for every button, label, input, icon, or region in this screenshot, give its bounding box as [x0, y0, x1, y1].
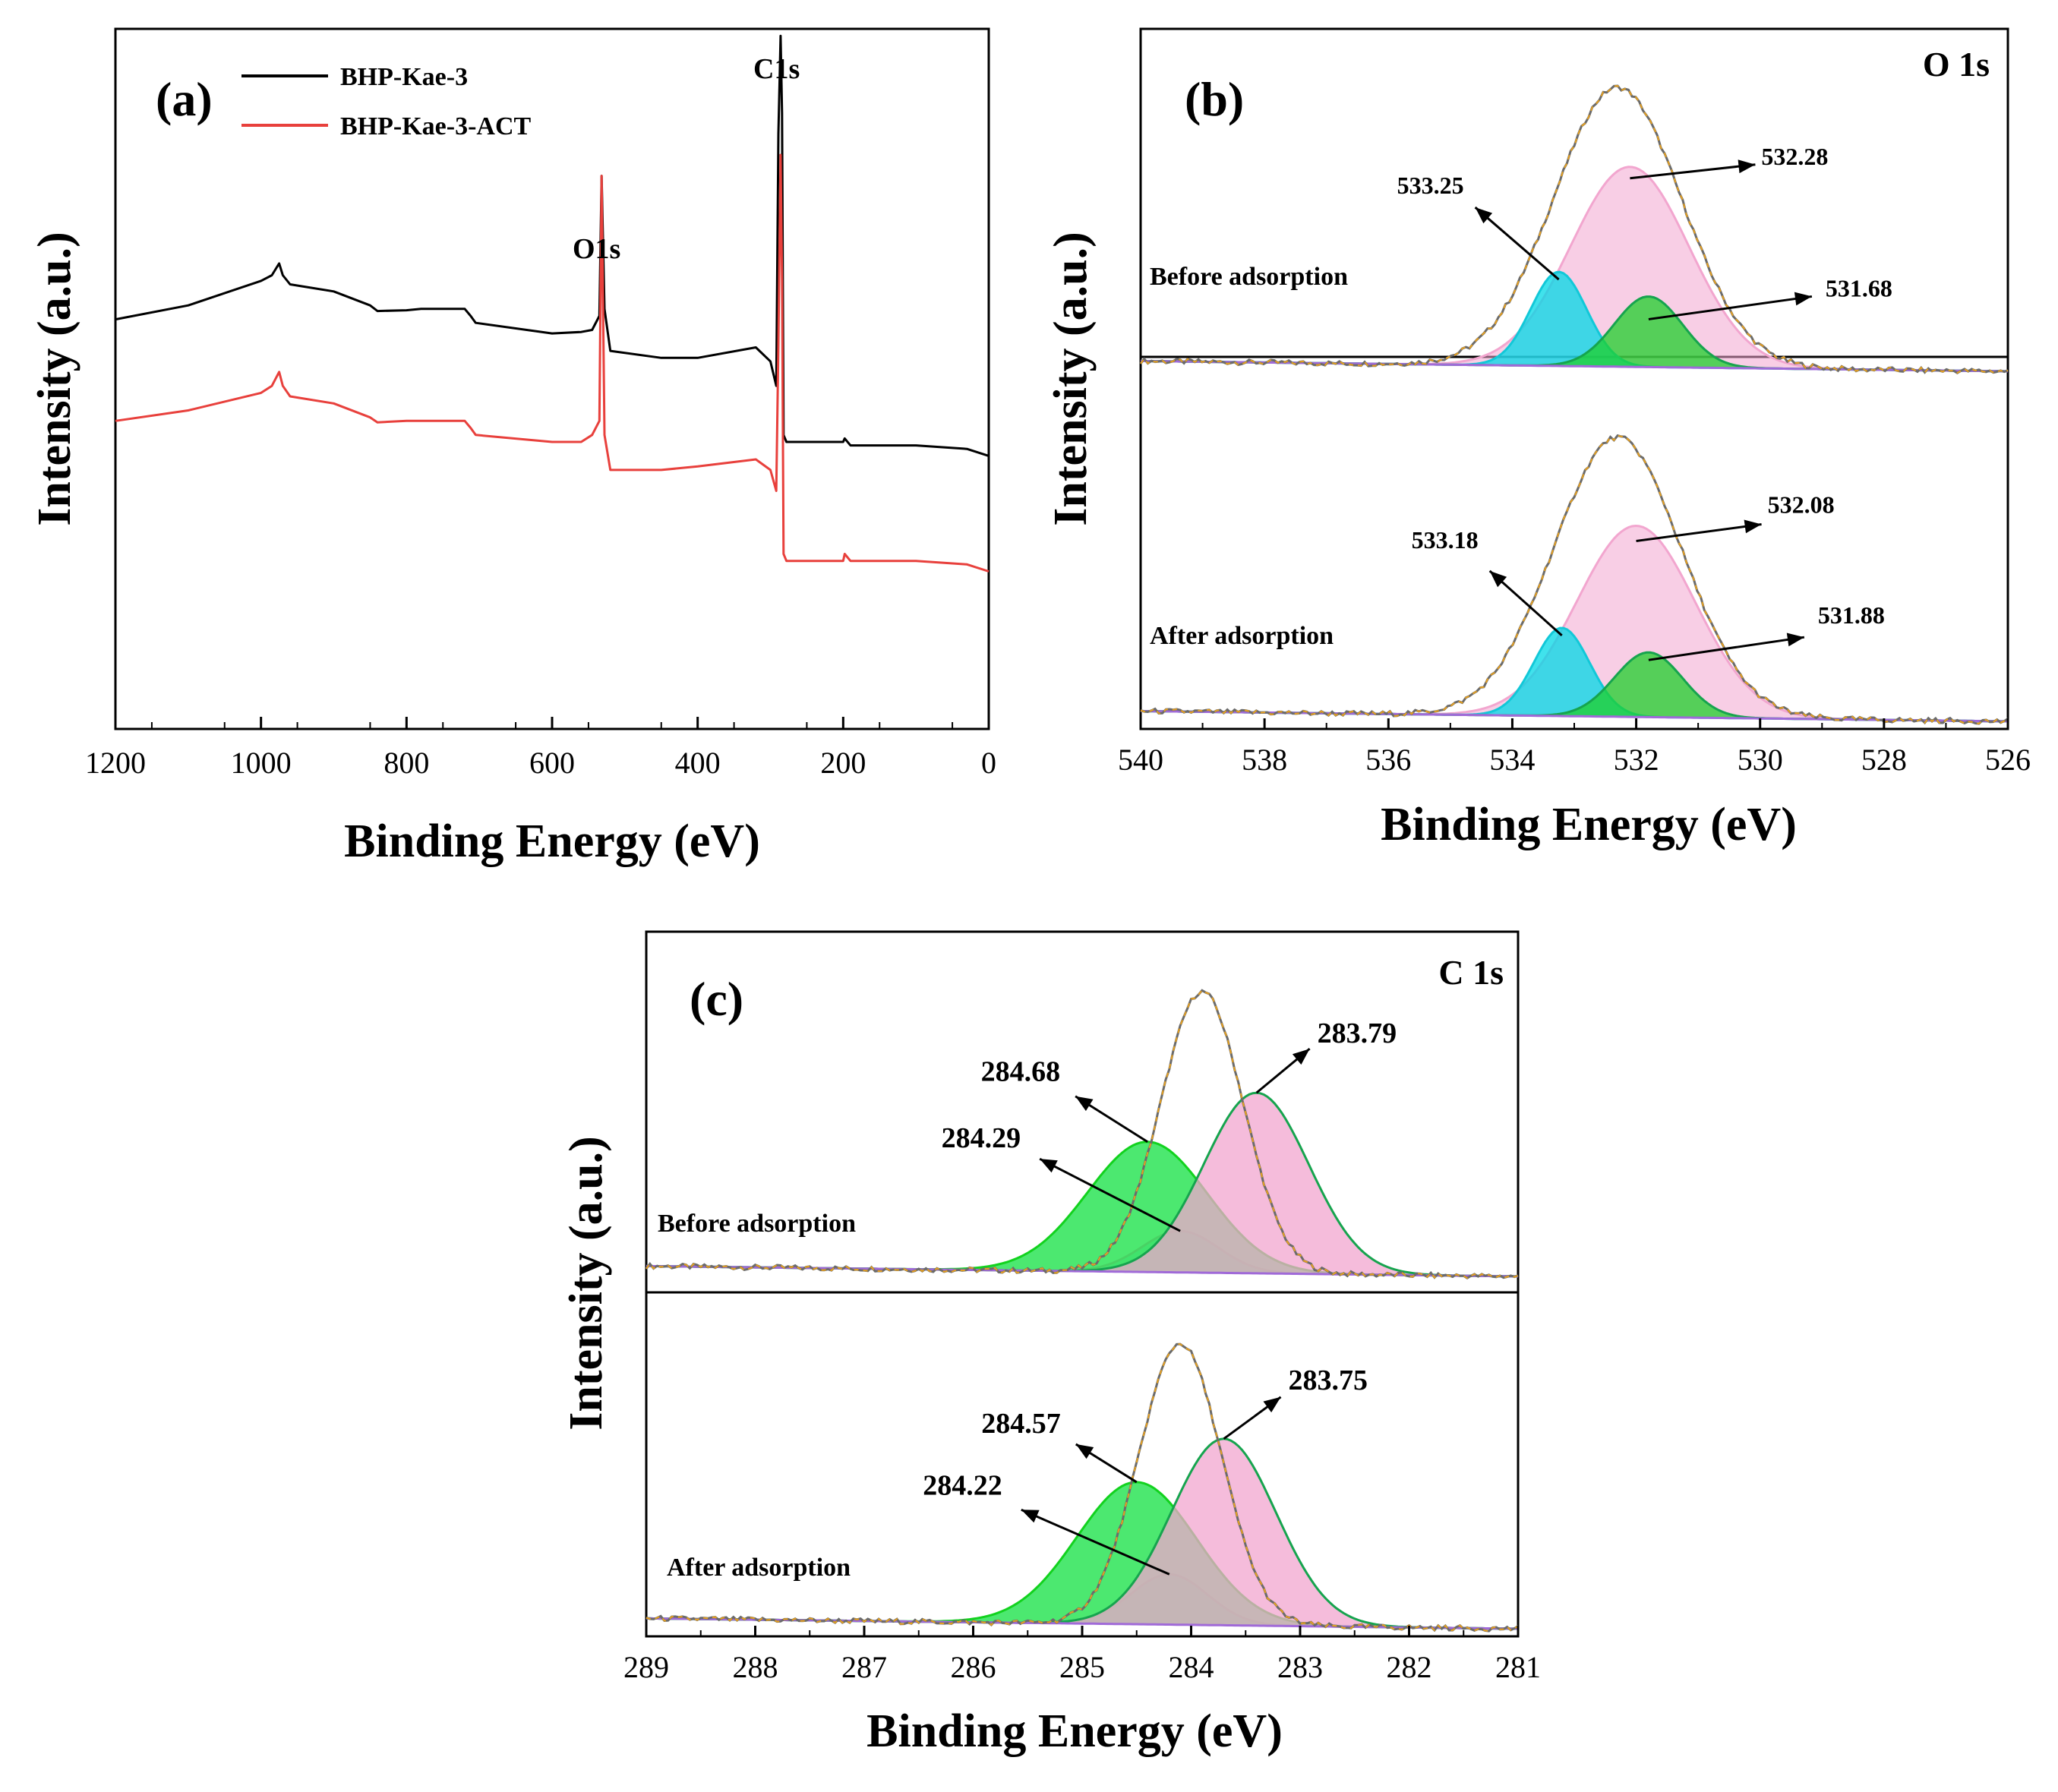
panel-a: 1200 1000 800 600 400 200 0 (a) BHP-Kae-3 BHP-…	[29, 27, 996, 867]
x-tick-label: 288	[733, 1650, 778, 1684]
x-tick-label: 526	[1985, 743, 2031, 777]
b-peak-area-533.25	[1141, 272, 2008, 371]
b-peak-area-532.28	[1141, 166, 2008, 372]
panel-b-label: (b)	[1185, 72, 1244, 126]
c-peak-arrowhead-284.22	[1021, 1510, 1040, 1523]
annotation-o1s: O1s	[573, 233, 620, 265]
c-peak-arrowhead-283.75	[1263, 1396, 1281, 1413]
x-tick-label: 600	[529, 746, 575, 780]
x-tick-label: 283	[1277, 1650, 1323, 1684]
x-tick-label: 200	[820, 746, 866, 780]
x-tick-label: 1200	[85, 746, 146, 780]
legend-bhp-kae-3: BHP-Kae-3	[340, 63, 468, 91]
b-peak-arrowhead-531.88	[1786, 633, 1804, 647]
c-peak-label-283.75: 283.75	[1289, 1365, 1368, 1396]
x-tick-label: 284	[1169, 1650, 1214, 1684]
panel-b-ticks: 540 538 536 534 532 530 528 526	[1118, 718, 2031, 777]
panel-b-before-label: Before adsorption	[1150, 263, 1348, 291]
panel-b-title: O 1s	[1923, 45, 1990, 84]
x-tick-label: 289	[623, 1650, 669, 1684]
panel-a-ylabel: Intensity (a.u.)	[29, 232, 80, 526]
b-peak-label-532.28: 532.28	[1761, 143, 1828, 170]
x-tick-label: 282	[1387, 1650, 1432, 1684]
c-peak-arrow-284.29	[1039, 1157, 1181, 1232]
panel-c-label: (c)	[690, 972, 743, 1026]
c-peak-label-284.29: 284.29	[942, 1122, 1021, 1154]
c-peak-area-284.57	[646, 1481, 1518, 1629]
b-peak-arrow-533.25	[1474, 206, 1560, 281]
panel-c-series: 284.68 284.29 283.79 284.57 284.22 283.75	[645, 989, 1519, 1633]
x-tick-label: 281	[1495, 1650, 1541, 1684]
c-peak-label-284.22: 284.22	[923, 1469, 1002, 1501]
panel-c-after-label: After adsorption	[667, 1554, 851, 1582]
c-peak-arrowhead-284.68	[1075, 1096, 1094, 1112]
b-peak-arrowhead-532.08	[1744, 519, 1762, 534]
x-tick-label: 540	[1118, 743, 1163, 777]
x-tick-label: 538	[1242, 743, 1287, 777]
series-line-bhp-kae-3-act	[115, 153, 990, 573]
x-tick-label: 530	[1738, 743, 1783, 777]
panel-c-xlabel: Binding Energy (eV)	[866, 1705, 1283, 1757]
x-tick-label: 800	[384, 746, 429, 780]
b-peak-arrow-532.28	[1630, 163, 1756, 180]
c-peak-arrow-284.22	[1021, 1508, 1170, 1576]
x-tick-label: 1000	[231, 746, 292, 780]
c-peak-label-284.57: 284.57	[981, 1408, 1061, 1440]
c-peak-arrowhead-284.57	[1075, 1443, 1094, 1459]
panel-c-ylabel: Intensity (a.u.)	[560, 1136, 612, 1431]
panel-b-ylabel: Intensity (a.u.)	[1045, 232, 1097, 526]
b-raw-envelope	[1140, 434, 2009, 725]
b-peak-label-531.88: 531.88	[1818, 601, 1885, 629]
panel-b-xlabel: Binding Energy (eV)	[1381, 799, 1797, 850]
legend-bhp-kae-3-act: BHP-Kae-3-ACT	[340, 112, 532, 140]
b-peak-arrowhead-533.18	[1489, 570, 1507, 588]
c-peak-arrowhead-283.79	[1292, 1049, 1310, 1065]
b-peak-label-533.25: 533.25	[1397, 172, 1464, 199]
panel-a-series	[115, 34, 990, 573]
b-peak-arrowhead-533.25	[1475, 207, 1493, 224]
x-tick-label: 528	[1861, 743, 1907, 777]
panel-c-title: C 1s	[1438, 953, 1504, 992]
panel-b-after-label: After adsorption	[1150, 622, 1334, 650]
annotation-c1s: C1s	[753, 53, 800, 85]
panel-a-xlabel: Binding Energy (eV)	[344, 816, 760, 867]
x-tick-label: 286	[951, 1650, 996, 1684]
b-peak-arrowhead-531.68	[1794, 292, 1812, 306]
x-tick-label: 400	[675, 746, 721, 780]
b-peak-area-532.08	[1141, 525, 2008, 721]
x-tick-label: 287	[841, 1650, 887, 1684]
panel-b-series: 533.25 532.28 531.68 533.18 532.08 531.88	[1139, 84, 2009, 725]
c-peak-area-284.68	[646, 1141, 1518, 1276]
panel-a-label: (a)	[156, 72, 213, 126]
c-peak-label-284.68: 284.68	[981, 1056, 1061, 1088]
x-tick-label: 285	[1059, 1650, 1105, 1684]
c-peak-area-283.79	[646, 1093, 1518, 1276]
b-peak-label-533.18: 533.18	[1412, 526, 1479, 554]
b-peak-arrow-532.08	[1636, 522, 1762, 542]
x-tick-label: 0	[981, 746, 996, 780]
panel-c: 284.68 284.29 283.79 284.57 284.22 283.75 289…	[560, 930, 1541, 1757]
c-peak-area-283.75	[646, 1438, 1518, 1629]
x-tick-label: 534	[1489, 743, 1535, 777]
b-peak-arrow-531.68	[1648, 295, 1813, 320]
panel-c-before-label: Before adsorption	[658, 1210, 856, 1238]
x-tick-label: 532	[1614, 743, 1659, 777]
c-peak-label-283.79: 283.79	[1318, 1017, 1397, 1049]
b-peak-label-532.08: 532.08	[1768, 491, 1835, 518]
panel-a-ticks: 1200 1000 800 600 400 200 0	[85, 717, 996, 780]
c-fitted-envelope	[645, 989, 1519, 1279]
panel-b: 533.25 532.28 531.68 533.18 532.08 531.88 540…	[1045, 27, 2031, 850]
b-peak-label-531.68: 531.68	[1826, 274, 1892, 301]
b-fitted-envelope	[1140, 85, 2009, 374]
c-peak-arrowhead-284.29	[1040, 1159, 1058, 1173]
panel-a-frame	[114, 27, 990, 730]
panel-c-ticks: 289 288 287 286 285 284 283 282 281	[623, 1626, 1541, 1684]
b-peak-arrowhead-532.28	[1738, 159, 1756, 174]
x-tick-label: 536	[1365, 743, 1411, 777]
b-peak-arrow-531.88	[1648, 636, 1805, 661]
series-line-bhp-kae-3	[115, 34, 990, 457]
b-peak-area-533.18	[1141, 628, 2008, 721]
c-raw-envelope	[645, 1342, 1519, 1633]
